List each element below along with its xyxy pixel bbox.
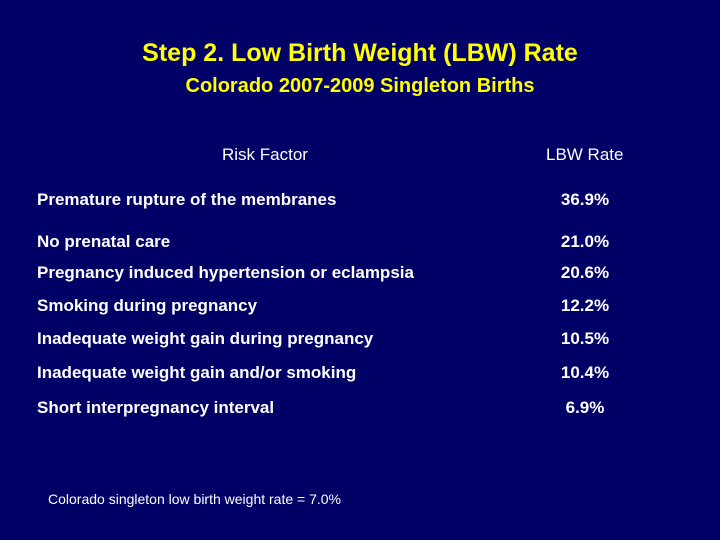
lbw-rate-cell: 20.6%: [560, 263, 610, 282]
table-row: Premature rupture of the membranes 36.9%: [0, 188, 720, 212]
lbw-rate-cell: 36.9%: [560, 190, 610, 209]
table-row: Smoking during pregnancy 12.2%: [0, 294, 720, 318]
footnote: Colorado singleton low birth weight rate…: [48, 491, 342, 507]
lbw-rate-cell: 10.5%: [560, 329, 610, 348]
lbw-rate-cell: 10.4%: [560, 363, 610, 382]
table-row: Pregnancy induced hypertension or eclamp…: [0, 261, 720, 285]
risk-factor-cell: Inadequate weight gain during pregnancy: [37, 329, 374, 348]
risk-factor-cell: Pregnancy induced hypertension or eclamp…: [37, 263, 414, 282]
lbw-rate-cell: 6.9%: [565, 398, 605, 417]
table-row: Short interpregnancy interval 6.9%: [0, 396, 720, 420]
risk-factor-cell: No prenatal care: [37, 232, 171, 251]
slide-subtitle: Colorado 2007-2009 Singleton Births: [185, 75, 535, 97]
table-row: Inadequate weight gain and/or smoking 10…: [0, 361, 720, 385]
lbw-rate-cell: 12.2%: [560, 296, 610, 315]
column-header-risk-factor: Risk Factor: [222, 145, 308, 164]
risk-factor-cell: Premature rupture of the membranes: [37, 190, 337, 209]
column-header-lbw-rate: LBW Rate: [546, 145, 624, 164]
lbw-rate-cell: 21.0%: [560, 232, 610, 251]
table-row: No prenatal care 21.0%: [0, 230, 720, 254]
risk-factor-cell: Smoking during pregnancy: [37, 296, 258, 315]
table-row: Inadequate weight gain during pregnancy …: [0, 327, 720, 351]
risk-factor-cell: Short interpregnancy interval: [37, 398, 275, 417]
risk-factor-cell: Inadequate weight gain and/or smoking: [37, 363, 357, 382]
slide-title: Step 2. Low Birth Weight (LBW) Rate: [142, 39, 578, 67]
